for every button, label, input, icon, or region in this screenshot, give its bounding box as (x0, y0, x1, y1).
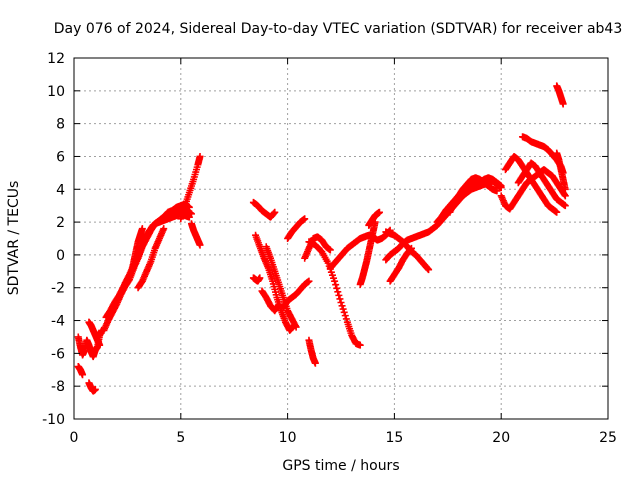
series-arc-27 (382, 228, 433, 274)
data-point (91, 385, 99, 393)
series-arc-26 (382, 177, 505, 264)
series-arc-19 (305, 336, 319, 367)
y-tick-label: 12 (47, 51, 65, 67)
x-tick-label: 10 (279, 430, 297, 446)
x-tick-label: 0 (70, 430, 79, 446)
series-arc-23 (356, 218, 379, 288)
data-point (196, 241, 204, 249)
y-tick-label: -8 (51, 379, 65, 395)
series-arc-24 (365, 208, 383, 229)
chart-title: Day 076 of 2024, Sidereal Day-to-day VTE… (54, 21, 623, 37)
data-point (334, 288, 342, 296)
data-point (340, 308, 348, 316)
data-point (96, 341, 104, 349)
series-arc-04 (85, 318, 104, 349)
y-tick-label: 8 (56, 117, 65, 133)
data-point (311, 359, 319, 367)
series-arc-29 (446, 174, 501, 216)
series-arc-18 (284, 215, 309, 242)
series-arc-31 (501, 152, 561, 216)
x-axis-title: GPS time / hours (282, 458, 399, 474)
y-tick-label: 10 (47, 84, 65, 100)
series-arc-12 (249, 198, 279, 221)
data-point (561, 185, 569, 193)
x-tick-label: 15 (385, 430, 403, 446)
data-point (356, 341, 364, 349)
series-arc-08 (128, 225, 146, 275)
data-point (335, 291, 343, 299)
series-arc-10 (177, 152, 204, 223)
data-point (493, 187, 501, 195)
data-point (561, 202, 569, 210)
series-arc-32 (514, 159, 569, 210)
data-point (425, 266, 433, 274)
data-point (341, 312, 349, 320)
grid-lines (74, 58, 608, 419)
data-point (333, 284, 341, 292)
series-arc-02 (74, 362, 87, 379)
series-arc-34 (553, 82, 567, 108)
y-tick-label: 6 (56, 149, 65, 165)
series-arc-16 (258, 287, 283, 315)
data-point (187, 210, 195, 218)
data-point (561, 192, 569, 200)
data-point (559, 100, 567, 108)
data-point (342, 315, 350, 323)
y-tick-label: -6 (51, 346, 65, 362)
series-arc-17 (279, 277, 313, 311)
data-point (339, 305, 347, 313)
y-tick-label: -10 (42, 412, 65, 428)
y-axis-title: SDTVAR / TECUs (6, 181, 22, 296)
y-tick-label: 4 (56, 182, 65, 198)
series-arc-30 (497, 166, 569, 213)
data-point (338, 302, 346, 310)
data-point (331, 277, 339, 285)
data-point (305, 277, 313, 285)
x-tick-label: 5 (176, 430, 185, 446)
y-tick-label: 2 (56, 215, 65, 231)
data-point (138, 225, 146, 233)
axis-ticks (73, 57, 609, 420)
data-point (497, 182, 505, 190)
data-point (160, 225, 168, 233)
data-point (332, 281, 340, 289)
x-tick-label: 25 (599, 430, 617, 446)
axis-tick-labels: 0 5 10 15 20 25 -10 -8 -6 -4 -2 0 2 4 6 8 10 12 (42, 51, 617, 446)
data-point (553, 208, 561, 216)
series-arc-21 (301, 233, 334, 262)
y-tick-label: -4 (51, 314, 65, 330)
data-point (337, 298, 345, 306)
series-arc-22 (326, 226, 394, 272)
plot-frame (73, 57, 609, 420)
data-point (271, 208, 279, 216)
data-point (326, 246, 334, 254)
data-point (79, 371, 87, 379)
series-arc-03 (85, 379, 99, 395)
series-arc-09 (134, 225, 168, 292)
series-arc-20 (305, 238, 364, 349)
series-arc-15 (262, 243, 300, 331)
series-arc-11 (187, 220, 204, 249)
series-arc-25 (386, 244, 415, 285)
data-points (74, 82, 569, 395)
y-tick-label: -2 (51, 281, 65, 297)
data-point (256, 274, 264, 282)
series-arc-13 (252, 231, 298, 334)
y-tick-label: 0 (56, 248, 65, 264)
data-point (196, 152, 204, 160)
x-tick-label: 20 (492, 430, 510, 446)
data-point (336, 295, 344, 303)
data-point (275, 300, 283, 308)
series-arc-14 (249, 274, 264, 285)
data-point (292, 323, 300, 331)
series-arc-35 (553, 149, 569, 193)
data-point (301, 215, 309, 223)
data-point (375, 208, 383, 216)
